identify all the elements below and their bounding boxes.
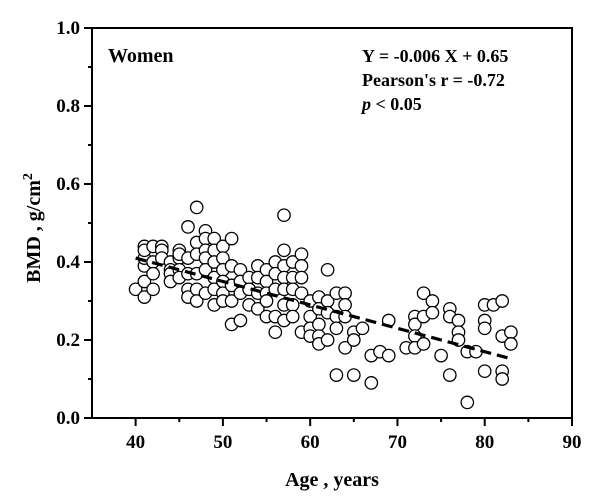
data-point	[312, 317, 326, 332]
p-value-annotation: p < 0.05	[360, 94, 422, 114]
data-point	[181, 220, 195, 234]
y-axis-title-main: BMD , g/cm	[23, 180, 45, 283]
x-tick-label: 60	[301, 432, 320, 453]
y-axis-title-sup: 2	[21, 173, 36, 180]
data-point	[442, 368, 457, 382]
data-point	[277, 208, 291, 223]
x-tick-label: 70	[388, 432, 407, 453]
y-tick-label: 0.6	[56, 174, 80, 195]
x-tick-labels: 40 50 60 70 80 90	[126, 432, 581, 453]
data-point	[495, 372, 510, 386]
y-tick-label: 0.0	[56, 408, 80, 429]
axis-ticks	[84, 27, 573, 426]
data-point	[224, 294, 239, 308]
pearson-annotation: Pearson's r = -0.72	[362, 70, 505, 90]
data-point	[329, 321, 344, 336]
data-point	[338, 286, 352, 301]
equation-annotation: Y = -0.006 X + 0.65	[362, 46, 508, 66]
data-point	[146, 266, 160, 281]
p-value-text: < 0.05	[371, 94, 422, 114]
y-axis-title: BMD , g/cm2	[21, 173, 45, 283]
data-point	[320, 333, 335, 347]
p-symbol: p	[360, 94, 371, 114]
data-point	[294, 286, 309, 301]
data-point	[364, 376, 379, 390]
data-point	[294, 270, 309, 285]
data-point	[425, 294, 440, 308]
data-point	[460, 395, 475, 410]
data-point	[277, 243, 291, 258]
data-point	[224, 231, 239, 246]
data-point	[329, 368, 344, 382]
data-point	[268, 325, 283, 340]
x-tick-label: 80	[475, 432, 494, 453]
x-tick-label: 50	[213, 432, 232, 453]
data-point	[189, 294, 204, 308]
data-point	[425, 305, 440, 320]
group-label: Women	[108, 45, 174, 67]
y-tick-label: 0.8	[56, 96, 80, 117]
data-point	[146, 282, 160, 297]
data-point	[189, 200, 204, 215]
data-point	[294, 247, 309, 262]
data-point	[346, 368, 361, 382]
y-tick-label: 0.2	[56, 330, 80, 351]
data-point	[259, 294, 274, 308]
data-point	[137, 290, 152, 304]
data-point	[320, 262, 335, 277]
data-point	[504, 337, 518, 351]
data-point	[477, 364, 492, 379]
data-point	[495, 294, 510, 308]
data-point	[381, 348, 396, 363]
data-point	[250, 301, 265, 316]
data-point	[355, 321, 370, 336]
data-point	[451, 313, 466, 328]
x-tick-label: 40	[126, 432, 145, 453]
data-point	[137, 274, 152, 289]
data-point	[416, 286, 431, 301]
y-tick-label: 0.4	[56, 252, 80, 273]
data-point	[338, 340, 352, 355]
data-point	[434, 348, 448, 363]
regression-line	[135, 256, 512, 361]
x-tick-label: 90	[563, 432, 582, 453]
data-point	[233, 313, 248, 328]
y-tick-labels: 0.0 0.2 0.4 0.6 0.8 1.0	[56, 18, 80, 429]
x-axis-title: Age , years	[285, 469, 379, 491]
data-point	[128, 282, 143, 297]
data-point	[416, 337, 431, 351]
data-point	[285, 309, 300, 324]
data-point	[477, 321, 492, 336]
y-tick-label: 1.0	[56, 18, 80, 39]
data-point	[338, 298, 352, 312]
data-points	[128, 200, 518, 410]
data-point	[504, 325, 518, 340]
data-point	[294, 259, 309, 273]
data-point	[346, 333, 361, 347]
